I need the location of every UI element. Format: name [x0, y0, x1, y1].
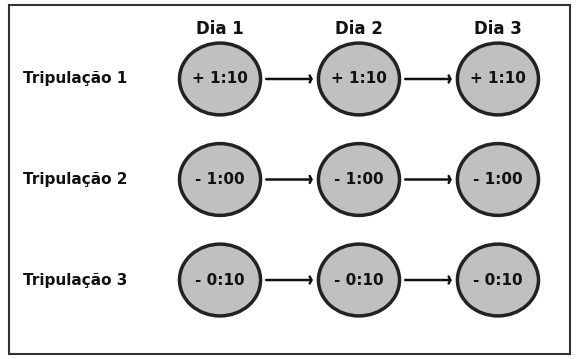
Text: - 1:00: - 1:00 [473, 172, 523, 187]
Text: Dia 3: Dia 3 [474, 20, 522, 38]
Ellipse shape [179, 144, 261, 215]
Ellipse shape [179, 43, 261, 115]
Text: + 1:10: + 1:10 [192, 71, 248, 87]
Text: + 1:10: + 1:10 [470, 71, 526, 87]
Ellipse shape [318, 43, 400, 115]
Text: Dia 2: Dia 2 [335, 20, 383, 38]
Ellipse shape [457, 244, 538, 316]
Ellipse shape [318, 244, 400, 316]
Text: - 1:00: - 1:00 [195, 172, 245, 187]
Ellipse shape [457, 43, 538, 115]
Text: Tripulação 1: Tripulação 1 [23, 71, 127, 87]
Text: + 1:10: + 1:10 [331, 71, 387, 87]
Text: - 0:10: - 0:10 [334, 272, 384, 288]
Ellipse shape [179, 244, 261, 316]
Text: - 1:00: - 1:00 [334, 172, 384, 187]
Ellipse shape [457, 144, 538, 215]
Text: Tripulação 2: Tripulação 2 [23, 172, 127, 187]
Text: Tripulação 3: Tripulação 3 [23, 272, 127, 288]
Text: Dia 1: Dia 1 [196, 20, 244, 38]
Ellipse shape [318, 144, 400, 215]
Text: - 0:10: - 0:10 [473, 272, 523, 288]
Text: - 0:10: - 0:10 [195, 272, 245, 288]
